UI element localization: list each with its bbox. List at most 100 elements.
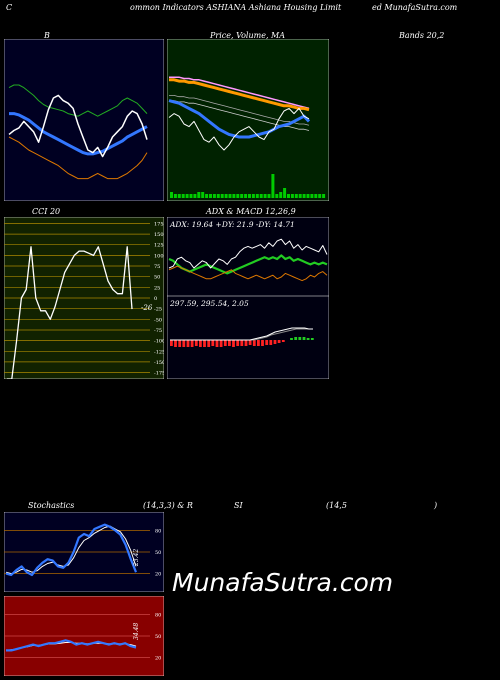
volume-bar	[267, 194, 271, 198]
volume-bar	[177, 194, 181, 198]
adx-lines	[168, 238, 328, 282]
header-c-letter: C	[6, 3, 13, 12]
rsi-params: (14,5	[326, 501, 347, 510]
macd-hist-bar	[269, 340, 273, 345]
stoch-tick-label: 50	[155, 550, 161, 556]
volume-bar	[209, 194, 212, 198]
rsi-tick-label: 50	[155, 634, 161, 640]
volume-bar	[212, 194, 216, 198]
volume-bar	[251, 194, 255, 198]
stoch-tick-label: 20	[155, 572, 161, 578]
volume-bar	[275, 194, 279, 198]
cci-line	[7, 246, 133, 379]
adx-macd-bg	[167, 217, 329, 379]
macd-hist-bar	[203, 340, 206, 347]
volume-bar	[302, 194, 306, 198]
macd-hist-bar	[294, 337, 298, 340]
bollinger-lines	[8, 84, 148, 180]
rsi-tick-label: 20	[155, 656, 161, 662]
volume-bars	[170, 174, 326, 198]
cci-tick-label: 75	[154, 264, 160, 270]
volume-bar	[232, 194, 236, 198]
bollinger-title: B	[44, 31, 50, 40]
adx-macd-chart: ADX: 19.64 +DY: 21.9 -DY: 14.71 297.59, …	[167, 217, 329, 379]
volume-bar	[290, 194, 294, 198]
volume-bar	[185, 194, 189, 198]
price-lines	[168, 76, 311, 151]
bollinger-middle-band	[9, 112, 148, 156]
cci-value-label: -26	[141, 304, 153, 312]
volume-bar	[173, 194, 177, 198]
rsi-chart: 80 50 20 34.48	[4, 596, 164, 676]
rsi-params-close: )	[434, 501, 438, 510]
macd-line	[170, 327, 313, 341]
cci-tick-label: 125	[154, 243, 164, 249]
volume-bar	[189, 194, 193, 198]
cci-tick-label: -25	[154, 307, 162, 313]
volume-bar	[224, 194, 228, 198]
macd-hist-bar	[211, 340, 215, 346]
bollinger-chart	[4, 39, 164, 201]
volume-bar	[248, 194, 251, 198]
bands-title: Bands 20,2	[399, 31, 445, 40]
macd-hist-bar	[265, 340, 269, 345]
price-chart	[167, 39, 329, 201]
rsi-lines	[5, 639, 137, 652]
volume-bar	[220, 194, 224, 198]
volume-bar	[279, 192, 283, 198]
stoch-params: (14,3,3) & R	[143, 501, 193, 510]
macd-hist-bar	[290, 338, 293, 340]
macd-hist-bar	[306, 338, 310, 340]
cci-line	[7, 246, 133, 379]
macd-hist-bar	[248, 340, 252, 345]
volume-bar	[236, 194, 240, 198]
cci-tick-label: 150	[154, 232, 164, 238]
stoch-k-line	[5, 523, 138, 577]
macd-hist-bar	[178, 340, 182, 347]
cci-tick-label: 50	[154, 275, 160, 281]
volume-bar	[271, 174, 275, 198]
macd-hist-bar	[207, 340, 211, 347]
volume-bar	[201, 192, 205, 198]
volume-bar	[322, 194, 326, 198]
volume-bar	[306, 194, 310, 198]
macd-hist-bar	[182, 340, 186, 347]
ma-line-orange	[169, 78, 310, 112]
ma-line-blue	[168, 99, 311, 139]
cci-tick-label: -100	[154, 339, 164, 345]
macd-hist-bar	[232, 340, 235, 347]
minus-di-line	[168, 238, 328, 269]
header-title: ommon Indicators ASHIANA Ashiana Housing…	[130, 3, 342, 12]
cci-tick-label: 25	[154, 285, 160, 291]
stoch-value-label: 23.42	[133, 549, 140, 567]
rsi-grid: 80 50 20	[4, 612, 161, 662]
macd-hist-bar	[281, 340, 285, 342]
macd-hist-bar	[215, 340, 219, 347]
macd-hist-bar	[277, 340, 281, 343]
volume-bar	[244, 194, 248, 198]
macd-hist-bar	[190, 340, 194, 347]
macd-histogram	[170, 337, 314, 347]
cci-tick-label: -150	[154, 360, 164, 366]
stoch-tick-label: 80	[155, 528, 161, 534]
macd-hist-bar	[199, 340, 202, 347]
volume-bar	[318, 194, 322, 198]
stoch-lines	[5, 523, 138, 577]
ma-line-pink	[169, 76, 310, 110]
cci-title: CCI 20	[32, 207, 61, 216]
watermark: MunafaSutra.com	[172, 568, 394, 597]
macd-hist-bar	[240, 340, 244, 346]
macd-hist-bar	[228, 340, 231, 346]
bollinger-price-line	[8, 94, 148, 158]
price-line	[168, 107, 310, 151]
volume-bar	[294, 194, 298, 198]
cci-tick-label: -50	[154, 317, 162, 323]
volume-bar	[314, 194, 318, 198]
macd-hist-bar	[298, 337, 302, 340]
stochastics-chart: 80 50 20 23.42	[4, 512, 164, 592]
volume-bar	[298, 194, 302, 198]
price-bg	[167, 39, 329, 201]
cci-tick-label: -75	[154, 328, 162, 334]
volume-bar	[193, 194, 197, 198]
cci-tick-label: -175	[154, 371, 164, 377]
